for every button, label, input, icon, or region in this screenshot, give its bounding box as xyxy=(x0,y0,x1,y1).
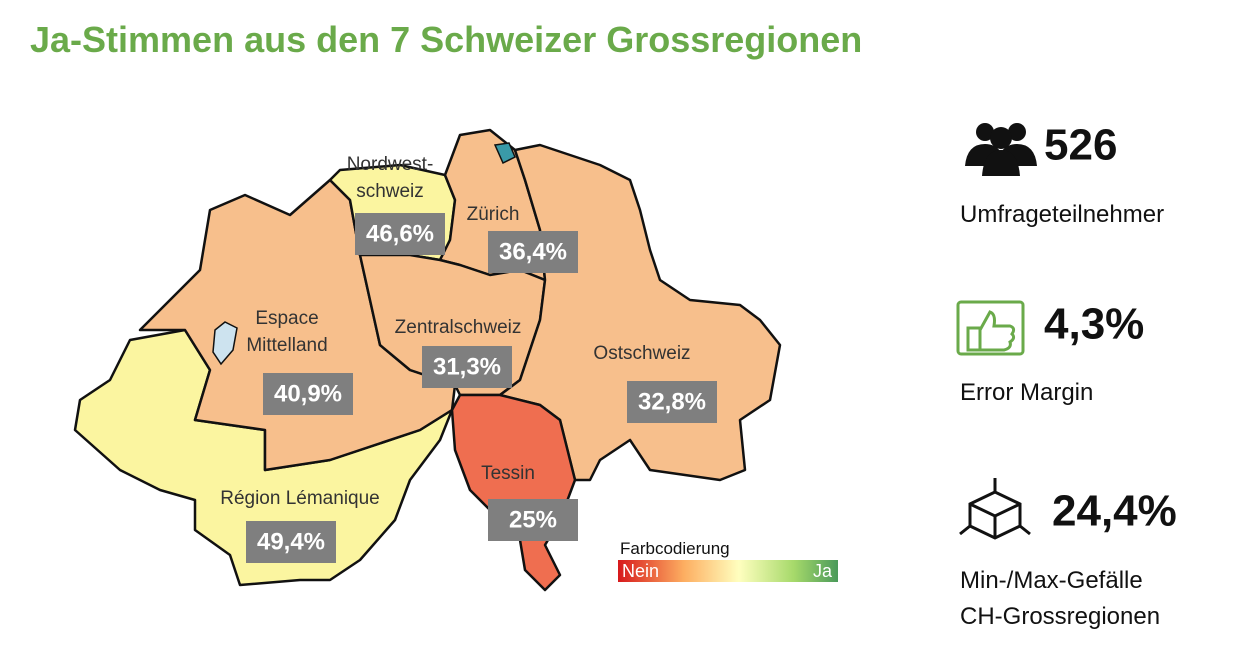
lake xyxy=(493,142,516,165)
region-tessin xyxy=(450,393,577,592)
region-value: 49,4% xyxy=(257,528,325,555)
region-name: Région Lémanique xyxy=(220,488,380,509)
stat-value: 526 xyxy=(1044,121,1117,170)
value-box xyxy=(488,231,578,273)
value-box xyxy=(355,213,445,255)
icon-people xyxy=(965,123,1037,176)
legend-high: Ja xyxy=(813,561,833,581)
value-box xyxy=(488,499,578,541)
value-box xyxy=(422,346,512,388)
region-name: Zentralschweiz xyxy=(395,317,522,338)
stat-label: Umfrageteilnehmer xyxy=(960,201,1164,228)
value-box xyxy=(246,521,336,563)
stat-label: CH-Grossregionen xyxy=(960,603,1160,630)
region-labels: Nordwest-schweiz 46,6% Zürich 36,4% Espace Mi… xyxy=(220,154,717,563)
region-name: Zürich xyxy=(467,204,520,225)
region-value: 40,9% xyxy=(274,380,342,407)
lake xyxy=(212,321,238,366)
region-name: schweiz xyxy=(356,181,424,202)
stat-label: Error Margin xyxy=(960,379,1093,406)
region-name: Ostschweiz xyxy=(593,343,690,364)
legend-title: Farbcodierung xyxy=(620,539,730,558)
stat-value: 24,4% xyxy=(1052,487,1177,536)
legend-low: Nein xyxy=(622,561,659,581)
stat-value: 4,3% xyxy=(1044,300,1144,349)
legend: Farbcodierung Nein Ja xyxy=(618,539,838,582)
legend-gradient xyxy=(618,560,838,582)
icon-cube xyxy=(959,478,1031,540)
region-value: 32,8% xyxy=(638,388,706,415)
value-box xyxy=(263,373,353,415)
region-name: Nordwest- xyxy=(347,154,434,175)
region-value: 25% xyxy=(509,506,557,533)
title: Ja-Stimmen aus den 7 Schweizer Grossregi… xyxy=(30,19,862,60)
stats: 526 Umfrageteilnehmer 4,3% Error Margin 24,4… xyxy=(960,121,1177,630)
region-value: 46,6% xyxy=(366,220,434,247)
region-name: Tessin xyxy=(481,463,535,484)
region-name: Espace xyxy=(255,308,318,329)
region-name: Mittelland xyxy=(246,335,327,356)
region-value: 36,4% xyxy=(499,238,567,265)
region-value: 31,3% xyxy=(433,353,501,380)
value-box xyxy=(627,381,717,423)
icon-thumb xyxy=(956,300,1025,356)
stat-label: Min-/Max-Gefälle xyxy=(960,567,1143,594)
